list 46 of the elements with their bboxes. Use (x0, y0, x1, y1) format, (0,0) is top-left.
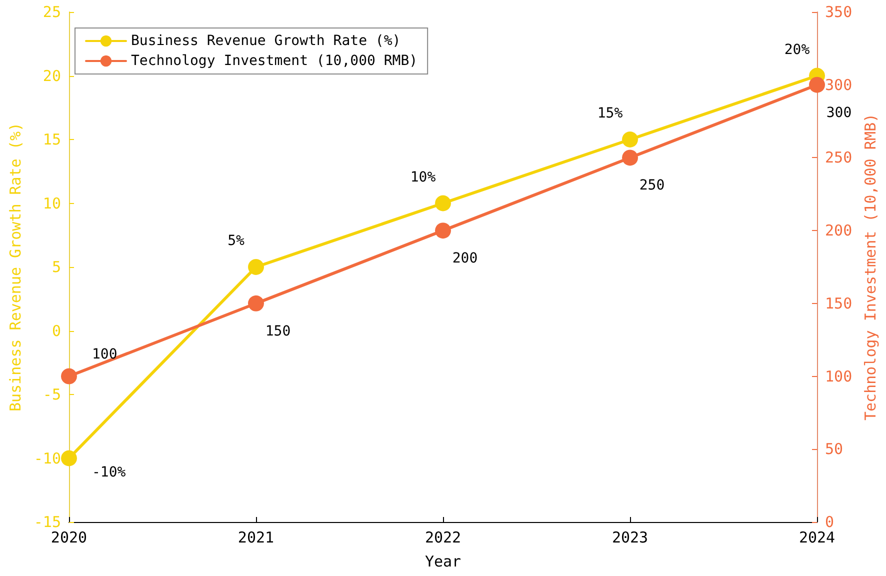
y-tick-label: -5 (42, 386, 61, 404)
point (435, 222, 451, 239)
data-label: 200 (452, 250, 478, 267)
x-tick-label: 2021 (238, 528, 274, 546)
y2-tick-label: 250 (825, 148, 852, 167)
legend-label: Technology Investment (10,000 RMB) (131, 53, 418, 69)
y2-tick-label: 0 (825, 513, 834, 531)
y-tick-label: 10 (42, 194, 61, 212)
y-tick-label: -10 (34, 449, 61, 468)
point (622, 150, 638, 166)
point (61, 368, 77, 384)
x-tick-label: 2023 (612, 528, 648, 546)
legend-label: Business Revenue Growth Rate (%) (131, 33, 401, 49)
data-label: -10% (92, 464, 126, 480)
data-label: 15% (597, 106, 624, 122)
y2-tick-label: 300 (825, 76, 852, 94)
data-label: 150 (265, 323, 291, 340)
data-label: 250 (639, 178, 665, 194)
y-tick-label: 25 (42, 3, 61, 21)
y2-tick-label: 100 (825, 367, 852, 386)
data-label: 20% (784, 42, 810, 58)
data-label: 100 (92, 346, 118, 362)
y2-tick-label: 150 (825, 294, 852, 312)
y-tick-label: 15 (42, 130, 61, 148)
point (435, 195, 451, 212)
point (248, 259, 264, 275)
y-tick-label: -15 (34, 513, 61, 531)
data-label: 5% (228, 233, 245, 249)
y2-tick-label: 50 (825, 440, 844, 458)
data-label: 10% (410, 169, 436, 186)
y-axis-title: Business Revenue Growth Rate (%) (6, 122, 24, 412)
y2-tick-label: 200 (825, 222, 852, 240)
y2-axis-title: Technology Investment (10,000 RMB) (862, 113, 880, 421)
point (248, 295, 264, 312)
point (809, 76, 826, 93)
y-tick-label: 0 (52, 322, 61, 340)
x-axis-title: Year (424, 552, 462, 570)
y-tick-label: 5 (52, 258, 61, 276)
x-tick-label: 2022 (424, 528, 462, 546)
point (622, 132, 638, 148)
y-tick-label: 20 (42, 66, 61, 85)
point (61, 450, 77, 466)
x-tick-label: 2024 (798, 528, 836, 546)
data-label: 300 (826, 104, 852, 121)
x-tick-label: 2020 (50, 528, 88, 546)
y2-tick-label: 350 (825, 3, 852, 21)
